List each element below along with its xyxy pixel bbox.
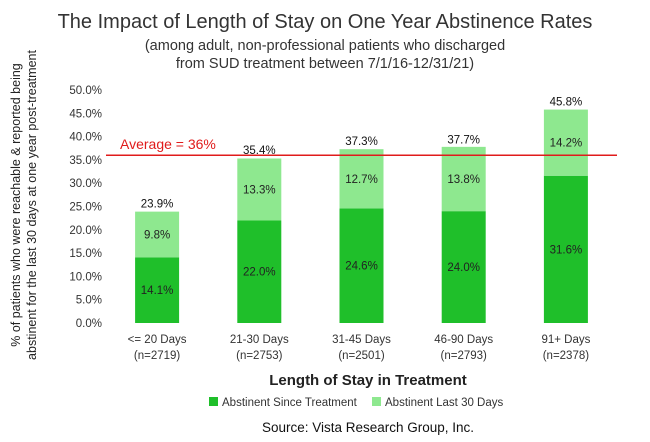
x-axis-label: Length of Stay in Treatment	[269, 372, 467, 389]
data-label-abstinent-since-treatment-46-90-days: 24.0%	[447, 262, 480, 274]
bar-abstinent-since-treatment-46-90-days	[441, 211, 486, 323]
y-tick-label: 0.0%	[76, 318, 102, 330]
bar-abstinent-last-30-days-91-days	[543, 109, 588, 176]
legend-swatch-abstinent-since-treatment	[209, 397, 218, 406]
y-tick-label: 40.0%	[69, 132, 102, 144]
legend-label-abstinent-since-treatment: Abstinent Since Treatment	[222, 397, 358, 409]
data-label-abstinent-since-treatment-20-days: 14.1%	[141, 285, 174, 297]
bars	[135, 109, 588, 323]
total-label-20-days: 23.9%	[141, 199, 174, 211]
chart-subtitle-line-1: (among adult, non-professional patients …	[145, 38, 505, 54]
legend: Abstinent Since Treatment Abstinent Last…	[209, 397, 504, 409]
chart-title: The Impact of Length of Stay on One Year…	[58, 11, 593, 33]
y-tick-label: 45.0%	[69, 108, 102, 120]
data-label-abstinent-last-30-days-91-days: 14.2%	[550, 138, 583, 150]
total-label-46-90-days: 37.7%	[447, 134, 480, 146]
y-tick-label: 30.0%	[69, 178, 102, 190]
y-tick-label: 35.0%	[69, 155, 102, 167]
bar-abstinent-last-30-days-46-90-days	[441, 146, 486, 212]
total-label-21-30-days: 35.4%	[243, 145, 276, 157]
x-tick-count: (n=2719)	[134, 350, 181, 362]
bar-abstinent-since-treatment-31-45-days	[339, 208, 384, 323]
x-tick-label: 31-45 Days	[332, 334, 391, 346]
total-labels: 23.9% 35.4% 37.3% 37.7% 45.8%	[141, 97, 582, 211]
y-tick-label: 15.0%	[69, 248, 102, 260]
x-tick-count: (n=2378)	[543, 350, 590, 362]
average-label: Average = 36%	[120, 136, 216, 152]
data-label-abstinent-last-30-days-46-90-days: 13.8%	[447, 174, 480, 186]
y-tick-label: 20.0%	[69, 225, 102, 237]
x-tick-label: 46-90 Days	[434, 334, 493, 346]
data-label-abstinent-since-treatment-21-30-days: 22.0%	[243, 267, 276, 279]
chart-subtitle-line-2: from SUD treatment between 7/1/16-12/31/…	[176, 56, 474, 72]
y-tick-label: 10.0%	[69, 271, 102, 283]
total-label-31-45-days: 37.3%	[345, 136, 378, 148]
x-axis-ticks: <= 20 Days (n=2719) 21-30 Days (n=2753) 31-4…	[128, 334, 591, 362]
bar-abstinent-since-treatment-21-30-days	[237, 220, 282, 323]
bar-abstinent-last-30-days-20-days	[135, 211, 180, 258]
data-label-abstinent-last-30-days-21-30-days: 13.3%	[243, 184, 276, 196]
bar-abstinent-since-treatment-20-days	[135, 257, 180, 323]
y-axis-label-line-2: abstinent for the last 30 days at one ye…	[25, 50, 39, 360]
y-tick-label: 5.0%	[76, 295, 102, 307]
data-label-abstinent-since-treatment-31-45-days: 24.6%	[345, 261, 378, 273]
segment-labels: 14.1% 9.8% 22.0% 13.3% 24.6% 12.7% 24.0% 13.8% 3…	[141, 138, 582, 297]
x-tick-count: (n=2753)	[236, 350, 283, 362]
data-label-abstinent-since-treatment-91-days: 31.6%	[550, 244, 583, 256]
bar-abstinent-last-30-days-31-45-days	[339, 149, 384, 209]
data-label-abstinent-last-30-days-31-45-days: 12.7%	[345, 174, 378, 186]
y-tick-label: 25.0%	[69, 202, 102, 214]
legend-swatch-abstinent-last-30-days	[372, 397, 381, 406]
bar-abstinent-last-30-days-21-30-days	[237, 158, 282, 221]
x-tick-label: 91+ Days	[541, 334, 590, 346]
legend-label-abstinent-last-30-days: Abstinent Last 30 Days	[385, 397, 504, 409]
y-tick-label: 50.0%	[69, 85, 102, 97]
data-label-abstinent-last-30-days-20-days: 9.8%	[144, 229, 170, 241]
total-label-91-days: 45.8%	[550, 97, 583, 109]
x-tick-label: 21-30 Days	[230, 334, 289, 346]
y-axis-label-line-1: % of patients who were reachable & repor…	[9, 63, 23, 347]
bar-abstinent-since-treatment-91-days	[543, 175, 588, 323]
x-tick-count: (n=2793)	[441, 350, 488, 362]
y-axis-ticks: 0.0% 5.0% 10.0% 15.0% 20.0% 25.0% 30.0% 35.0% 40…	[69, 85, 102, 330]
source-note: Source: Vista Research Group, Inc.	[262, 420, 474, 435]
x-tick-label: <= 20 Days	[128, 334, 187, 346]
x-tick-count: (n=2501)	[338, 350, 385, 362]
